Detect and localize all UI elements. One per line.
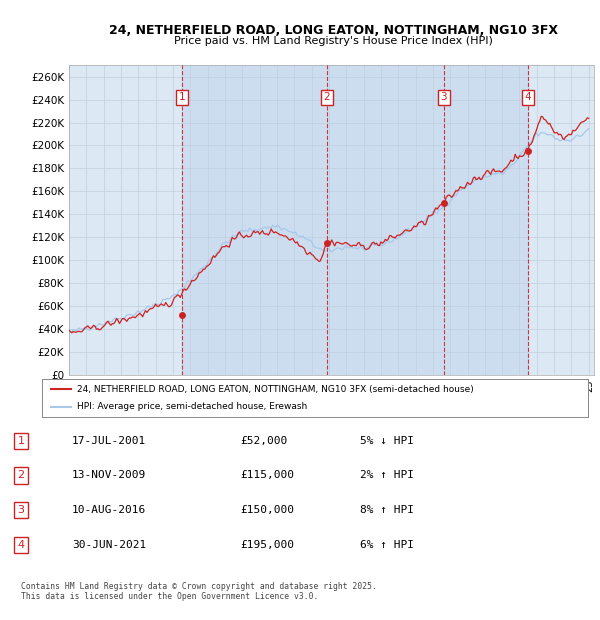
Text: 8% ↑ HPI: 8% ↑ HPI	[360, 505, 414, 515]
Text: 5% ↓ HPI: 5% ↓ HPI	[360, 436, 414, 446]
Text: 17-JUL-2001: 17-JUL-2001	[72, 436, 146, 446]
Text: 24, NETHERFIELD ROAD, LONG EATON, NOTTINGHAM, NG10 3FX (semi-detached house): 24, NETHERFIELD ROAD, LONG EATON, NOTTIN…	[77, 385, 474, 394]
Text: 2: 2	[17, 471, 25, 480]
Text: 2: 2	[323, 92, 330, 102]
Text: £52,000: £52,000	[240, 436, 287, 446]
Text: £115,000: £115,000	[240, 471, 294, 480]
Text: 1: 1	[17, 436, 25, 446]
Text: £150,000: £150,000	[240, 505, 294, 515]
Text: 6% ↑ HPI: 6% ↑ HPI	[360, 540, 414, 550]
Text: 4: 4	[525, 92, 532, 102]
Text: £195,000: £195,000	[240, 540, 294, 550]
Text: 10-AUG-2016: 10-AUG-2016	[72, 505, 146, 515]
Text: HPI: Average price, semi-detached house, Erewash: HPI: Average price, semi-detached house,…	[77, 402, 308, 411]
Text: 3: 3	[17, 505, 25, 515]
Text: 24, NETHERFIELD ROAD, LONG EATON, NOTTINGHAM, NG10 3FX: 24, NETHERFIELD ROAD, LONG EATON, NOTTIN…	[109, 24, 557, 37]
Text: 3: 3	[440, 92, 447, 102]
Text: 2% ↑ HPI: 2% ↑ HPI	[360, 471, 414, 480]
Text: 30-JUN-2021: 30-JUN-2021	[72, 540, 146, 550]
Text: Price paid vs. HM Land Registry's House Price Index (HPI): Price paid vs. HM Land Registry's House …	[173, 36, 493, 46]
Text: Contains HM Land Registry data © Crown copyright and database right 2025.
This d: Contains HM Land Registry data © Crown c…	[21, 582, 377, 601]
Text: 13-NOV-2009: 13-NOV-2009	[72, 471, 146, 480]
Bar	[182, 65, 528, 375]
Text: 1: 1	[179, 92, 185, 102]
Text: 4: 4	[17, 540, 25, 550]
